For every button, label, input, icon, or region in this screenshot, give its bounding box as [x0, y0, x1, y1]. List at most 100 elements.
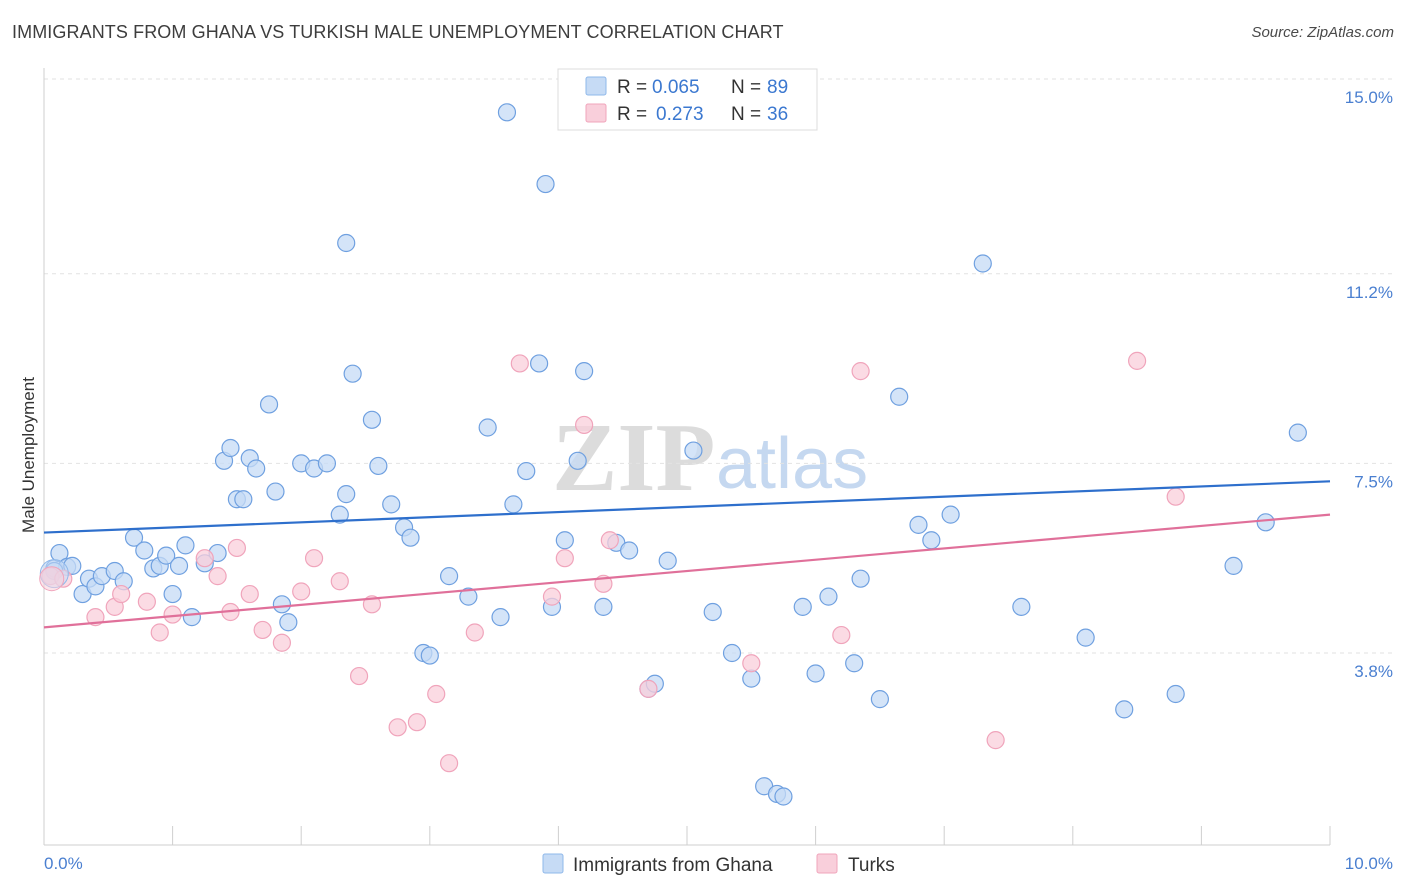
legend-n-value-2: 36 [767, 104, 788, 125]
watermark-atlas: atlas [716, 424, 868, 504]
data-point-ghana-47 [478, 418, 497, 437]
data-point-ghana-38 [362, 410, 382, 429]
data-point-turks-6 [150, 623, 169, 642]
data-point-ghana-30 [272, 595, 292, 614]
legend-n-label-1: N = [731, 77, 761, 98]
data-point-ghana-70 [806, 664, 825, 683]
y-tick-label-0: 3.8% [1354, 662, 1393, 681]
data-point-ghana-84 [1224, 556, 1243, 575]
data-point-ghana-74 [870, 690, 890, 709]
data-point-turks-25 [510, 354, 529, 373]
data-point-turks-4 [112, 584, 131, 604]
data-point-turks-9 [208, 567, 227, 586]
data-point-ghana-36 [337, 485, 356, 504]
data-point-turks-13 [253, 620, 272, 640]
data-point-turks-31 [639, 679, 658, 698]
data-point-ghana-86 [1288, 423, 1307, 442]
legend-n-label-2: N = [731, 104, 761, 125]
data-point-ghana-49 [504, 495, 523, 514]
data-point-ghana-56 [594, 597, 613, 616]
chart-title: IMMIGRANTS FROM GHANA VS TURKISH MALE UN… [12, 22, 784, 42]
data-point-turks-22 [427, 684, 446, 704]
data-point-turks-36 [851, 362, 870, 381]
data-point-turks-14 [272, 633, 292, 652]
y-tick-labels: 3.8% 7.5% 11.2% 15.0% [1345, 88, 1393, 681]
data-point-ghana-72 [845, 654, 864, 673]
legend-r-label-2: R = [617, 104, 647, 125]
legend-r-value-1: 0.065 [652, 77, 700, 98]
data-point-ghana-31 [279, 613, 298, 632]
data-point-turks-28 [575, 415, 594, 435]
series-legend-label-ghana: Immigrants from Ghana [573, 855, 773, 876]
data-point-ghana-69 [793, 597, 812, 616]
data-point-turks-cluster [39, 566, 65, 592]
data-point-ghana-16 [163, 584, 182, 604]
data-point-turks-24 [465, 623, 484, 642]
data-point-ghana-65 [742, 669, 761, 688]
data-point-ghana-76 [909, 515, 928, 534]
trend-line-turks [43, 513, 1331, 629]
data-point-ghana-54 [568, 451, 587, 470]
data-point-turks-20 [388, 718, 407, 737]
data-point-turks-11 [227, 538, 246, 558]
data-point-ghana-73 [851, 569, 870, 588]
data-point-ghana-15 [157, 546, 176, 565]
data-point-ghana-34 [317, 454, 337, 473]
y-tick-label-2: 11.2% [1346, 283, 1393, 302]
data-point-ghana-64 [722, 643, 742, 663]
data-point-turks-33 [832, 625, 851, 645]
data-point-ghana-40 [382, 495, 401, 514]
legend-n-value-1: 89 [767, 77, 788, 98]
data-point-ghana-44 [420, 646, 439, 665]
data-point-ghana-37 [343, 364, 362, 383]
data-point-ghana-50 [517, 461, 536, 481]
data-point-ghana-45 [439, 567, 459, 586]
data-point-ghana-29 [266, 482, 285, 501]
data-point-ghana-17 [169, 556, 189, 575]
y-axis-label: Male Unemployment [19, 377, 38, 533]
data-point-ghana-62 [684, 441, 703, 460]
series-legend: Immigrants from Ghana Turks [542, 853, 895, 876]
data-point-ghana-78 [941, 505, 960, 524]
series-legend-swatch-turks [816, 853, 838, 874]
data-point-ghana-75 [890, 387, 909, 406]
trend-lines [43, 480, 1331, 629]
x-tick-label-1: 10.0% [1345, 854, 1393, 873]
data-point-ghana-51 [530, 354, 549, 373]
series-legend-label-turks: Turks [848, 855, 895, 876]
data-point-turks-17 [330, 572, 349, 591]
data-point-ghana-80 [1012, 597, 1031, 616]
legend-swatch-ghana [585, 76, 607, 96]
data-point-ghana-42 [401, 528, 420, 547]
y-tick-label-3: 15.0% [1345, 88, 1393, 107]
grid-lines [44, 78, 1395, 654]
data-point-turks-23 [439, 754, 459, 773]
data-point-ghana-46 [459, 587, 478, 606]
watermark: ZIP atlas [552, 404, 868, 512]
data-point-ghana-35 [330, 505, 349, 524]
axes [43, 68, 1331, 846]
data-point-turks-32 [742, 654, 761, 673]
data-point-turks-8 [195, 549, 214, 568]
legend-r-label-1: R = [617, 77, 647, 98]
data-point-ghana-79 [973, 254, 992, 273]
data-point-ghana-53 [555, 531, 574, 550]
data-point-turks-30 [600, 531, 619, 550]
data-point-ghana-19 [182, 608, 201, 627]
legend-swatch-turks [585, 103, 607, 123]
data-points [39, 103, 1307, 806]
data-point-turks-35 [1127, 351, 1147, 370]
data-point-ghana-88 [536, 174, 555, 194]
data-point-turks-2 [86, 608, 105, 627]
data-point-ghana-81 [1076, 628, 1095, 647]
data-point-turks-15 [292, 582, 311, 601]
data-point-ghana-85 [1256, 513, 1275, 532]
x-tick-label-0: 0.0% [44, 854, 83, 873]
data-point-ghana-48 [491, 608, 510, 627]
data-point-ghana-25 [234, 490, 253, 509]
data-point-ghana-61 [658, 551, 677, 570]
data-point-ghana-39 [369, 456, 388, 476]
data-point-turks-5 [137, 592, 156, 611]
data-point-turks-27 [555, 549, 574, 568]
